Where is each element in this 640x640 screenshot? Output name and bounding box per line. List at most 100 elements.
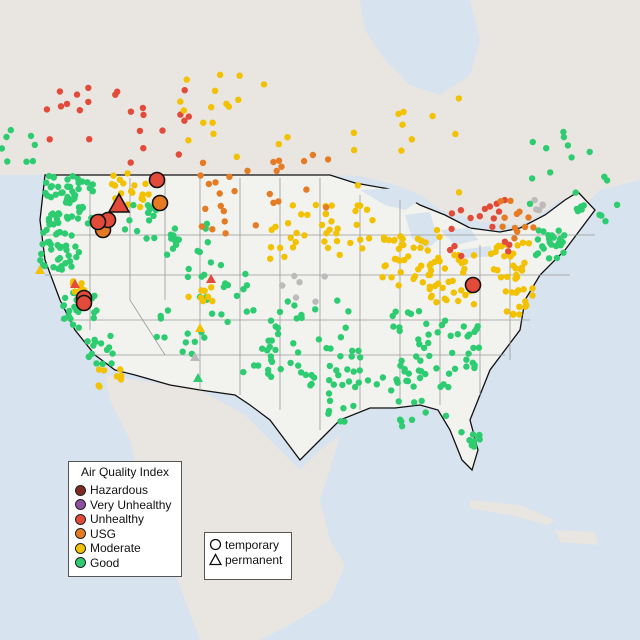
station-marker (426, 352, 433, 360)
station-marker (303, 186, 310, 193)
station-marker (416, 341, 423, 348)
station-marker (60, 302, 67, 310)
station-marker (243, 308, 250, 315)
station-marker (526, 200, 534, 207)
station-marker (99, 360, 106, 368)
station-marker (0, 145, 6, 152)
station-marker (400, 108, 407, 116)
station-marker (139, 196, 147, 203)
station-marker (357, 354, 364, 361)
station-marker (393, 378, 401, 385)
permanent-monitor (35, 265, 45, 274)
station-marker (328, 202, 335, 209)
station-marker (324, 156, 332, 163)
station-marker (339, 381, 346, 389)
station-marker (342, 324, 349, 331)
station-marker (355, 347, 362, 354)
permanent-monitor (193, 373, 203, 382)
station-marker (84, 338, 91, 345)
station-marker (398, 423, 406, 430)
station-marker (470, 344, 477, 352)
station-marker (90, 314, 98, 322)
station-marker (91, 309, 98, 316)
station-marker (455, 297, 462, 305)
station-marker (145, 191, 152, 198)
station-marker (301, 232, 308, 239)
station-marker (197, 294, 205, 301)
station-marker (194, 247, 201, 255)
station-marker (302, 371, 309, 378)
station-marker (144, 202, 152, 209)
station-marker (75, 308, 82, 316)
station-marker (179, 348, 186, 355)
station-marker (173, 236, 180, 243)
station-marker (66, 307, 73, 315)
permanent-monitor (195, 323, 205, 332)
station-marker (127, 187, 135, 195)
station-marker (3, 133, 10, 141)
station-marker (396, 324, 403, 331)
station-marker (108, 180, 116, 188)
station-marker (349, 347, 356, 354)
station-marker (124, 170, 131, 177)
station-marker (334, 225, 341, 232)
station-marker (398, 147, 405, 154)
station-marker (210, 130, 217, 137)
station-marker (315, 336, 323, 343)
station-marker (297, 369, 305, 376)
station-marker (291, 272, 298, 280)
station-marker (50, 264, 57, 271)
station-marker (266, 190, 273, 198)
station-marker (448, 210, 456, 217)
legend-item-good: Good (75, 556, 181, 571)
station-marker (451, 252, 458, 259)
station-marker (298, 211, 305, 218)
station-marker (337, 334, 345, 341)
usg-swatch (75, 528, 86, 540)
station-marker (365, 235, 373, 242)
unhealthy-swatch (75, 513, 86, 525)
station-marker (184, 330, 191, 337)
station-marker (350, 402, 357, 410)
station-marker (278, 163, 285, 170)
station-marker (185, 293, 192, 300)
station-marker (445, 383, 452, 391)
station-marker (29, 157, 37, 165)
station-marker (548, 241, 555, 248)
station-marker (240, 368, 247, 376)
station-marker (244, 167, 251, 174)
station-marker (181, 87, 188, 94)
station-marker (495, 208, 503, 215)
station-marker (403, 377, 410, 384)
station-marker (204, 293, 212, 300)
station-marker (397, 269, 404, 276)
station-marker (37, 257, 44, 264)
station-marker (40, 229, 47, 236)
station-marker (447, 332, 454, 339)
station-marker (352, 207, 359, 215)
station-marker (529, 285, 536, 292)
station-marker (528, 175, 536, 182)
station-marker (322, 210, 330, 218)
station-marker (418, 397, 425, 405)
station-marker (69, 173, 76, 180)
station-marker (295, 362, 302, 369)
station-marker (279, 282, 286, 289)
station-marker (326, 362, 333, 370)
station-marker (277, 244, 284, 251)
station-marker (231, 187, 238, 195)
station-marker (221, 218, 228, 225)
cuba-land (470, 500, 555, 525)
station-marker (209, 297, 216, 305)
station-marker (333, 367, 340, 374)
station-marker (265, 337, 272, 344)
station-marker (272, 223, 279, 230)
station-marker (415, 367, 423, 374)
station-marker (287, 359, 294, 367)
station-marker (143, 235, 150, 242)
station-marker (91, 292, 98, 299)
station-marker (267, 373, 275, 380)
station-marker (469, 431, 477, 438)
station-marker (540, 228, 547, 235)
station-marker (419, 279, 426, 286)
